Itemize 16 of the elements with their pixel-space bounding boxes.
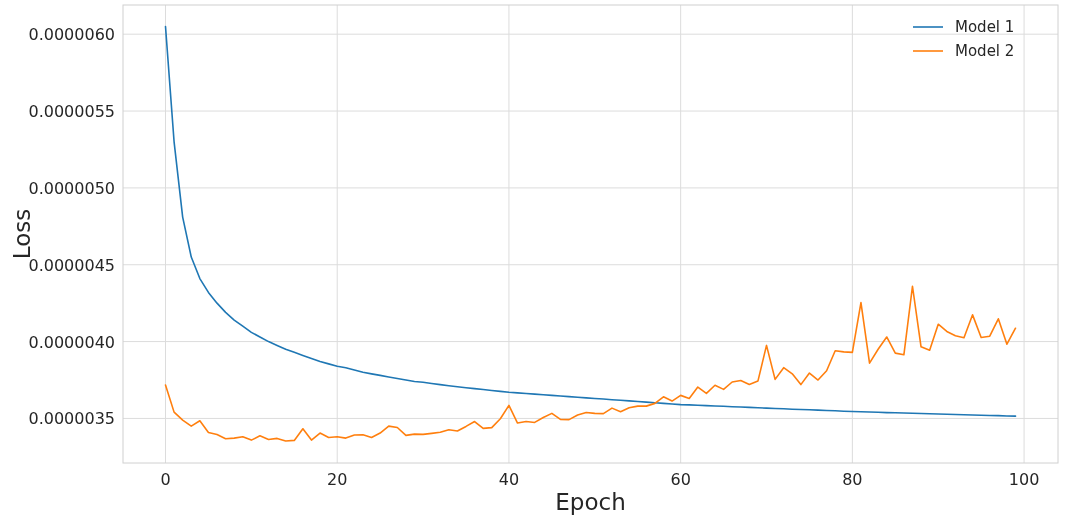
y-tick-label: 0.0000060 bbox=[28, 25, 115, 45]
x-tick-label: 80 bbox=[842, 470, 863, 489]
x-tick-label: 20 bbox=[327, 470, 348, 489]
x-tick-label: 0 bbox=[160, 470, 171, 489]
y-axis-title: Loss bbox=[9, 208, 35, 260]
line-series bbox=[164, 285, 1017, 442]
y-tick-label: 0.0000035 bbox=[28, 409, 115, 429]
x-tick-label: 60 bbox=[670, 470, 691, 489]
x-tick-label: 40 bbox=[498, 470, 520, 489]
y-tick-label: 0.0000050 bbox=[28, 178, 115, 198]
x-axis-title: Epoch bbox=[555, 489, 626, 515]
legend-label: Model 1 bbox=[955, 18, 1015, 36]
x-tick-label: 100 bbox=[1008, 470, 1040, 489]
legend-label: Model 2 bbox=[955, 42, 1015, 60]
y-tick-label: 0.0000055 bbox=[28, 102, 115, 122]
y-tick-label: 0.0000040 bbox=[28, 332, 115, 352]
